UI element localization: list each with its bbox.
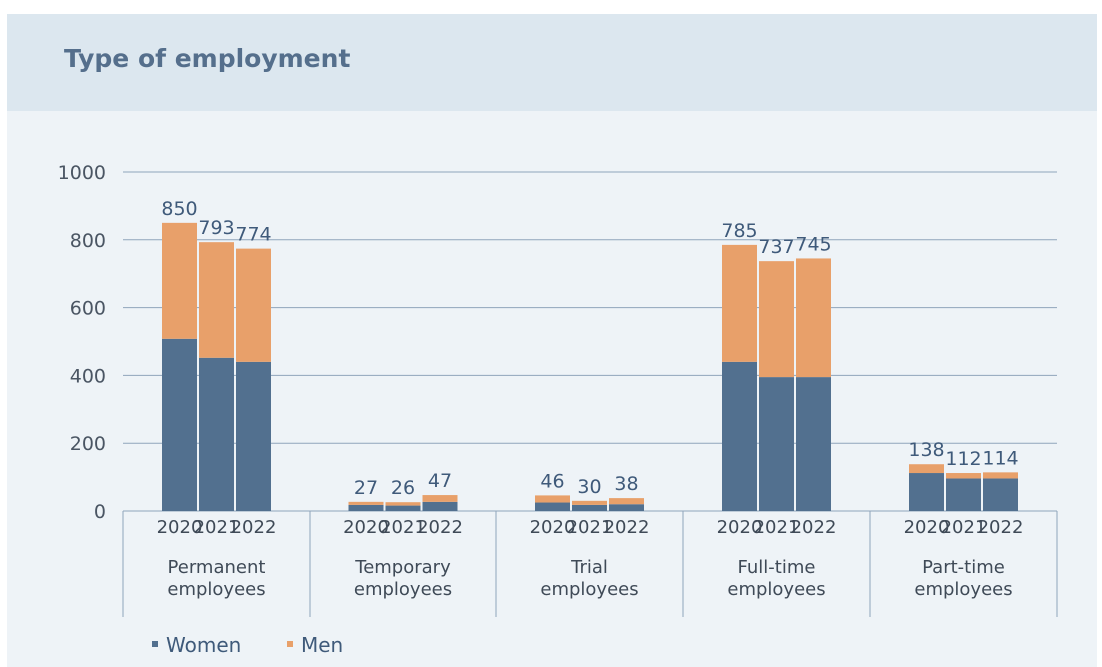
category-label: Permanent xyxy=(168,557,266,578)
y-tick-label: 600 xyxy=(70,298,106,320)
x-tick-year: 2022 xyxy=(791,517,837,538)
data-label-total: 27 xyxy=(354,477,378,499)
bar-men xyxy=(236,248,271,362)
x-tick-year: 2020 xyxy=(157,517,203,538)
card-header: Type of employment xyxy=(7,14,1097,111)
bar-men xyxy=(796,258,831,378)
bar-men xyxy=(759,261,794,378)
bar-women xyxy=(759,377,794,511)
x-tick-year: 2022 xyxy=(604,517,650,538)
x-tick-year: 2020 xyxy=(343,517,389,538)
bar-women xyxy=(983,478,1018,511)
bar-men xyxy=(909,464,944,474)
bar-women xyxy=(572,504,607,511)
x-tick-year: 2021 xyxy=(567,517,613,538)
y-tick-label: 0 xyxy=(94,501,106,523)
data-label-total: 138 xyxy=(908,439,944,461)
legend-label-women: Women xyxy=(166,633,241,657)
bar-men xyxy=(348,501,384,505)
category-label: employees xyxy=(727,579,825,600)
y-tick-label: 1000 xyxy=(58,162,106,184)
data-label-total: 114 xyxy=(982,447,1018,469)
bar-women xyxy=(348,504,384,511)
legend-swatch-men xyxy=(287,641,293,647)
bar-men xyxy=(722,244,757,362)
y-tick-label: 200 xyxy=(70,433,106,455)
category-label: Full-time xyxy=(738,557,816,578)
bar-women xyxy=(909,473,944,511)
data-label-total: 38 xyxy=(614,473,638,495)
x-tick-year: 2022 xyxy=(417,517,463,538)
data-label-total: 785 xyxy=(721,220,757,242)
x-tick-year: 2021 xyxy=(754,517,800,538)
data-label-total: 112 xyxy=(945,448,981,470)
bar-men xyxy=(983,472,1018,479)
x-tick-year: 2021 xyxy=(941,517,987,538)
data-label-total: 47 xyxy=(428,470,452,492)
data-label-total: 737 xyxy=(758,236,794,258)
data-label-total: 30 xyxy=(577,476,601,498)
category-label: Temporary xyxy=(354,557,451,578)
x-tick-year: 2021 xyxy=(380,517,426,538)
bar-men xyxy=(572,500,607,505)
bar-women xyxy=(722,361,757,511)
data-label-total: 745 xyxy=(795,233,831,255)
bar-women xyxy=(199,357,234,511)
category-label: employees xyxy=(914,579,1012,600)
x-tick-year: 2020 xyxy=(717,517,763,538)
x-tick-year: 2020 xyxy=(530,517,576,538)
x-tick-year: 2020 xyxy=(904,517,950,538)
bar-men xyxy=(946,473,981,479)
category-label: employees xyxy=(167,579,265,600)
data-label-total: 46 xyxy=(540,470,564,492)
legend-swatch-women xyxy=(152,641,158,647)
bar-men xyxy=(199,242,234,358)
x-tick-year: 2022 xyxy=(231,517,277,538)
y-tick-label: 400 xyxy=(70,365,106,387)
bar-women xyxy=(422,501,458,511)
category-label: employees xyxy=(354,579,452,600)
bar-women xyxy=(796,377,831,511)
bar-men xyxy=(609,498,644,505)
data-label-total: 850 xyxy=(161,198,197,220)
bar-women xyxy=(946,478,981,511)
category-label: Part-time xyxy=(922,557,1005,578)
data-label-total: 774 xyxy=(235,224,271,246)
data-label-total: 793 xyxy=(198,217,234,239)
category-label: employees xyxy=(540,579,638,600)
bar-men xyxy=(535,495,570,503)
bar-women xyxy=(385,505,421,511)
bar-men xyxy=(162,222,197,339)
data-label-total: 26 xyxy=(391,477,415,499)
category-label: Trial xyxy=(570,557,608,578)
legend-label-men: Men xyxy=(301,633,343,657)
bar-women xyxy=(162,338,197,511)
x-tick-year: 2022 xyxy=(978,517,1024,538)
chart-title: Type of employment xyxy=(64,44,351,73)
bar-men xyxy=(385,502,421,506)
y-tick-label: 800 xyxy=(70,230,106,252)
bar-women xyxy=(236,361,271,511)
bar-men xyxy=(422,495,458,502)
x-tick-year: 2021 xyxy=(194,517,240,538)
bar-women xyxy=(609,504,644,511)
bar-women xyxy=(535,502,570,511)
